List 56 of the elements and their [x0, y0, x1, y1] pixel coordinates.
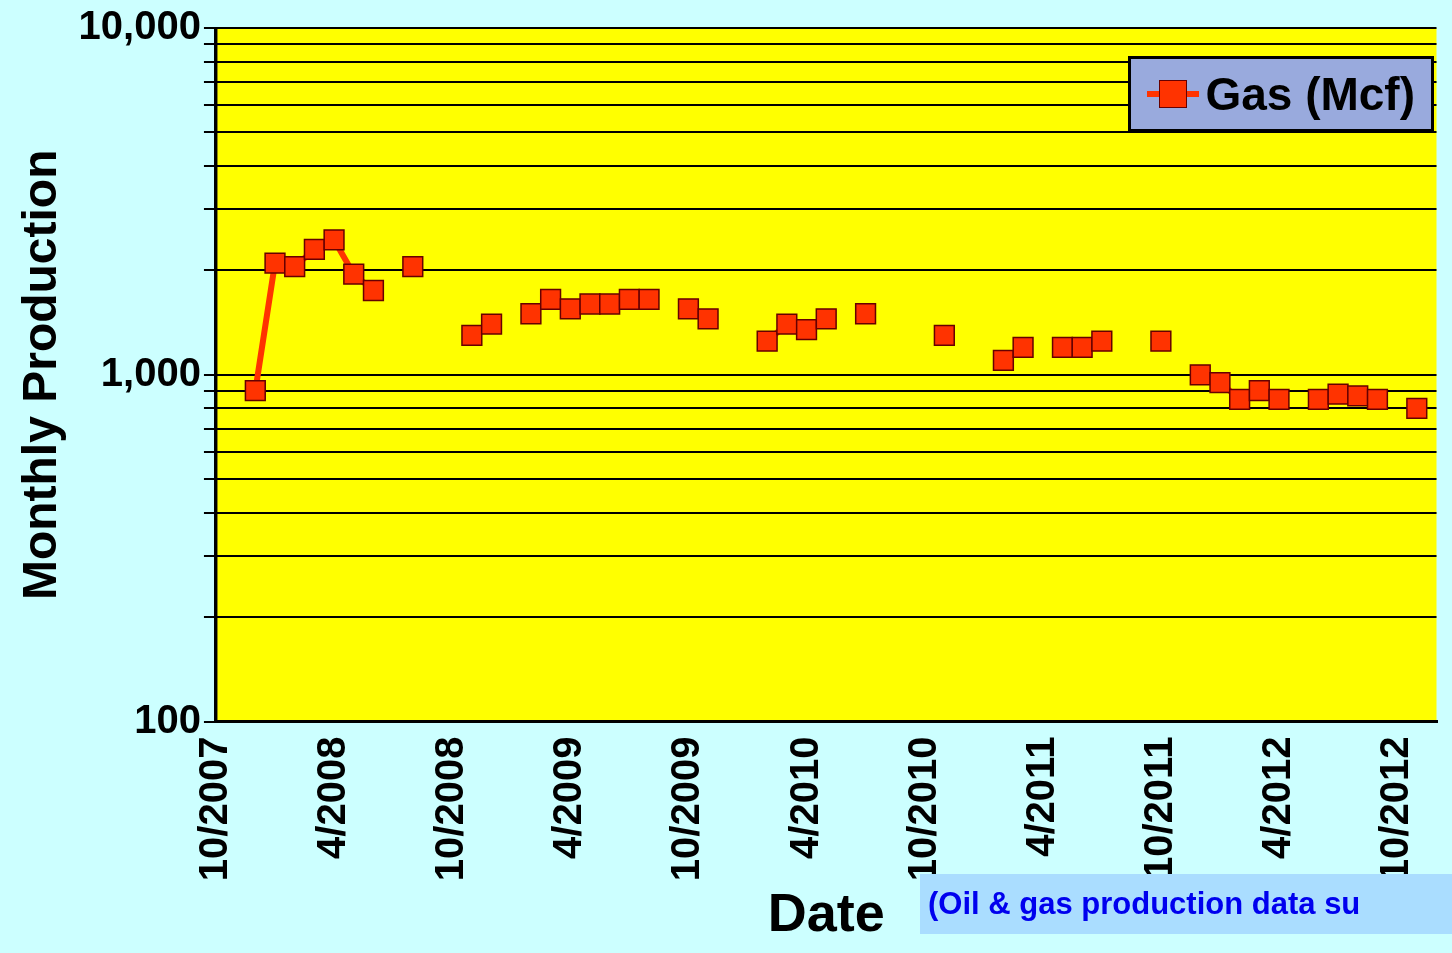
point — [756, 330, 778, 352]
x-tick-label: 4/2012 — [1254, 736, 1299, 859]
x-tick-label: 10/2012 — [1372, 736, 1417, 882]
point — [461, 324, 483, 346]
x-tick-label: 10/2008 — [427, 736, 472, 882]
point — [343, 263, 365, 285]
point — [933, 324, 955, 346]
text: (Oil & gas production data su — [928, 886, 1362, 922]
point — [1406, 397, 1428, 420]
point — [992, 349, 1015, 372]
point — [1012, 336, 1034, 358]
x-tick-label: 10/2011 — [1135, 736, 1180, 879]
point — [1071, 336, 1093, 358]
x-axis-title: Date — [767, 882, 885, 943]
point — [599, 293, 621, 315]
y-axis-title: Monthly Production — [13, 149, 67, 601]
point — [559, 298, 581, 320]
point — [362, 279, 385, 302]
legend-label: Gas (Mcf) — [1205, 67, 1415, 121]
point — [264, 252, 286, 274]
point — [1091, 330, 1113, 352]
x-tick-label: 10/2009 — [663, 736, 708, 882]
point — [677, 298, 700, 320]
point — [1209, 371, 1231, 394]
x-tick-label: 4/2010 — [781, 736, 826, 859]
point — [1150, 330, 1172, 352]
x-tick-label: 10/2007 — [190, 736, 235, 882]
point — [402, 256, 424, 278]
x-tick-label: 4/2009 — [545, 736, 590, 859]
point — [539, 288, 562, 311]
point — [284, 256, 306, 278]
point — [795, 318, 818, 341]
point — [1327, 383, 1349, 405]
point — [323, 229, 345, 251]
y-tick-label: 1,000 — [100, 349, 201, 394]
point — [1347, 385, 1369, 407]
x-tick-label: 10/2010 — [899, 736, 944, 882]
x-tick-label: 4/2011 — [1017, 736, 1062, 857]
point — [1248, 380, 1270, 402]
point — [1228, 388, 1251, 410]
point — [1366, 388, 1389, 410]
point — [697, 308, 719, 330]
point — [776, 313, 798, 335]
point — [638, 288, 660, 311]
point — [579, 293, 601, 315]
x-tick-label: 4/2008 — [309, 736, 354, 859]
point — [480, 313, 503, 335]
point — [1189, 364, 1211, 386]
point — [244, 380, 266, 402]
point — [854, 303, 877, 325]
point — [520, 303, 542, 325]
point — [1307, 388, 1330, 410]
y-tick-label: 10,000 — [78, 3, 201, 48]
point — [815, 308, 837, 330]
point — [303, 238, 326, 261]
point — [1268, 388, 1290, 410]
